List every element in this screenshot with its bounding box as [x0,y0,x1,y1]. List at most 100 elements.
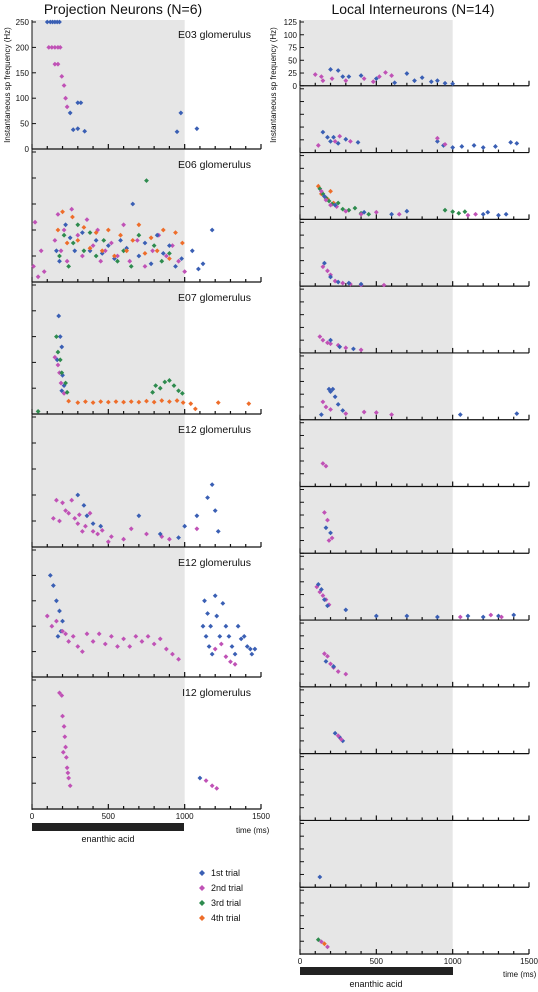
data-point-trial-3 [176,388,181,394]
data-point-trial-2 [108,534,114,539]
legend-label: 3rd trial [211,898,241,908]
data-point-trial-1 [428,79,434,85]
data-point-trial-3 [57,253,62,259]
data-point-trial-2 [223,654,229,660]
data-point-trial-1 [480,614,486,620]
data-point-trial-4 [99,248,105,254]
data-point-trial-2 [31,264,36,269]
data-point-trial-2 [335,342,341,348]
data-point-trial-1 [315,581,321,587]
data-point-trial-2 [373,410,379,415]
data-point-trial-2 [105,539,111,545]
legend-marker [199,900,205,906]
data-point-trial-2 [63,631,68,637]
data-point-trial-2 [64,104,70,110]
data-point-trial-2 [61,227,67,233]
li-panel-6 [299,353,530,421]
stimulus-shading [300,420,453,488]
stimulus-shading [300,20,453,87]
right-column-title: Local Interneurons (N=14) [331,1,494,17]
data-point-trial-2 [99,527,105,533]
legend-marker [199,870,205,876]
data-point-trial-1 [56,313,62,319]
data-point-trial-2 [358,211,364,217]
data-point-trial-4 [124,248,130,254]
data-point-trial-2 [320,461,326,466]
stimulus-shading [300,353,453,421]
data-point-trial-4 [167,256,172,261]
data-point-trial-2 [44,613,50,619]
data-point-trial-1 [249,651,255,657]
data-point-trial-2 [322,651,327,657]
data-point-trial-3 [157,385,163,391]
left-y-axis-label: Instantaneous sp frequency (Hz) [3,27,12,143]
data-point-trial-2 [361,409,367,415]
data-point-trial-1 [212,593,218,599]
data-point-trial-1 [79,230,85,235]
data-point-trial-2 [343,671,349,677]
data-point-trial-2 [63,95,68,101]
data-point-trial-1 [244,644,250,649]
data-point-trial-1 [98,523,104,529]
data-point-trial-1 [496,613,501,619]
data-point-trial-2 [488,612,494,618]
data-point-trial-2 [320,78,326,84]
data-point-trial-1 [59,344,65,350]
data-point-trial-2 [52,61,58,67]
li-panel-1: 0 25 50 75 100 125 [284,18,530,91]
data-point-trial-1 [160,251,166,256]
x-tick-label: 1500 [252,812,270,821]
data-point-trial-4 [128,399,134,405]
data-point-trial-1 [72,248,78,254]
data-point-trial-2 [176,656,181,662]
data-point-trial-2 [90,529,96,534]
data-point-trial-2 [60,713,65,719]
y-tick-label: 150 [16,69,30,78]
data-point-trial-2 [343,78,349,84]
data-point-trial-2 [323,197,329,203]
x-tick-label: 1500 [520,957,538,966]
data-point-trial-1 [136,253,142,259]
data-point-trial-2 [55,362,61,368]
data-point-trial-1 [318,412,324,418]
data-point-trial-2 [61,83,67,88]
data-point-trial-3 [64,389,70,395]
data-point-trial-1 [194,126,200,132]
data-point-trial-1 [112,256,117,261]
data-point-trial-1 [200,261,206,267]
li-panel-2 [299,86,530,154]
data-point-trial-2 [57,518,62,524]
data-point-trial-2 [63,744,68,750]
data-point-trial-1 [332,202,338,208]
data-point-trial-1 [57,608,62,614]
li-panel-9 [299,554,530,622]
data-point-trial-1 [124,245,130,251]
data-point-trial-1 [328,337,333,343]
data-point-trial-4 [331,200,336,206]
data-point-trial-2 [72,516,78,521]
data-point-trial-1 [57,334,63,339]
data-point-trial-2 [320,593,326,598]
data-point-trial-1 [325,134,330,140]
data-point-trial-1 [320,129,326,135]
y-tick-label: 0 [25,145,30,154]
data-point-trial-4 [113,399,119,405]
data-point-trial-1 [328,138,333,144]
data-point-trial-4 [55,227,61,233]
data-point-trial-2 [361,76,367,82]
data-point-trial-4 [121,399,126,405]
data-point-trial-2 [70,633,76,639]
data-point-trial-2 [322,510,327,515]
data-point-trial-2 [340,280,346,286]
data-point-trial-2 [381,282,387,288]
data-point-trial-1 [179,256,185,261]
data-point-trial-2 [163,253,169,259]
y-tick-label: 125 [284,18,298,27]
left-x-axis-label: time (ms) [236,826,270,835]
data-point-trial-3 [54,334,59,339]
data-point-trial-1 [223,623,229,629]
data-point-trial-3 [346,207,352,213]
data-point-trial-1 [44,19,50,25]
data-point-trial-2 [49,45,55,50]
